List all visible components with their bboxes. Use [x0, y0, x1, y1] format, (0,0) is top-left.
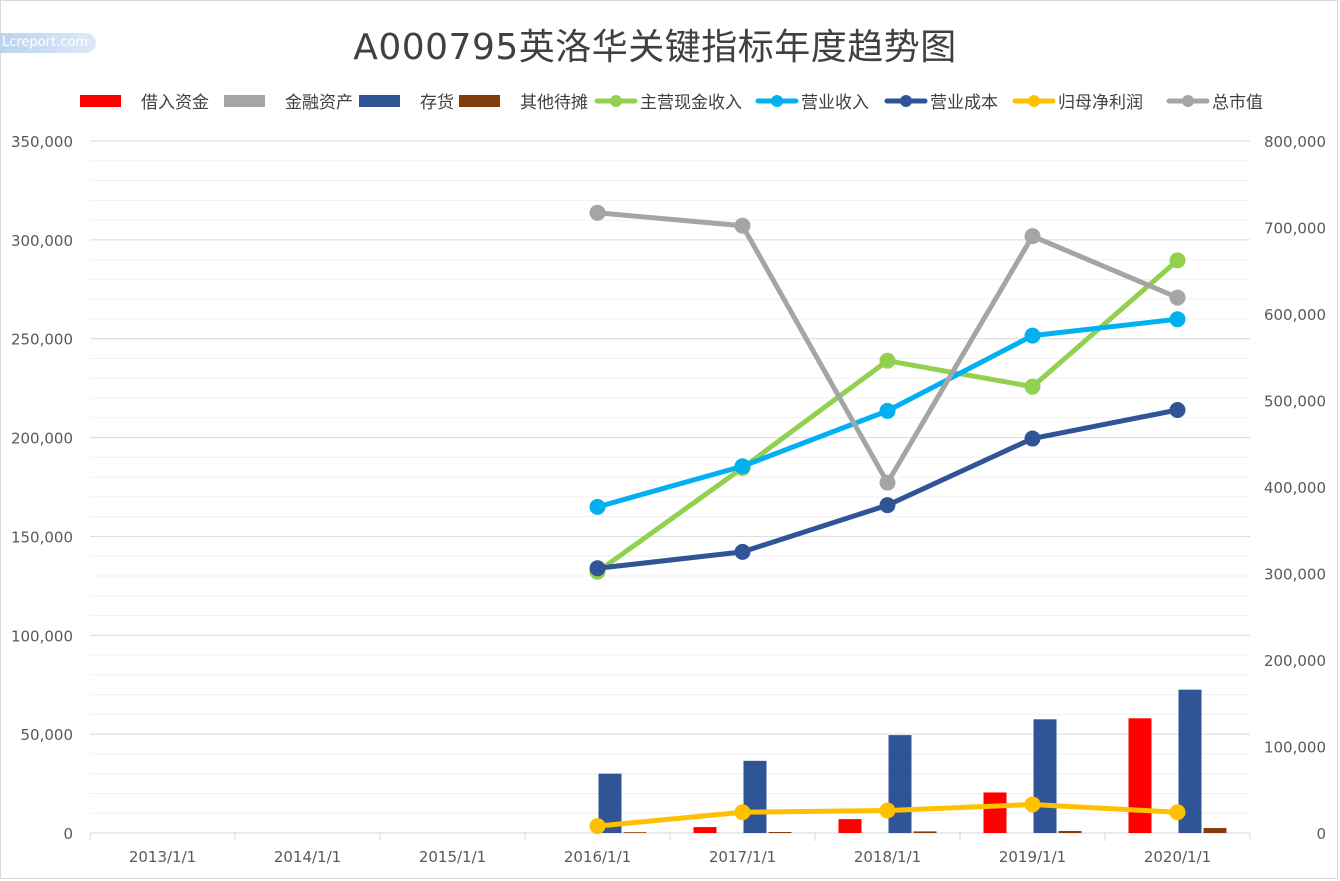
legend-marker: [610, 95, 622, 107]
x-tick-label: 2015/1/1: [419, 848, 486, 866]
legend-marker: [1182, 95, 1194, 107]
bar: [888, 735, 912, 833]
right-tick-label: 400,000: [1264, 479, 1326, 497]
legend-marker: [1028, 95, 1040, 107]
series-point: [589, 498, 606, 515]
bar: [1058, 831, 1082, 833]
series-point: [1169, 311, 1186, 328]
legend-marker: [771, 95, 783, 107]
bar: [598, 773, 622, 833]
left-tick-label: 150,000: [11, 528, 73, 546]
series-point: [879, 474, 896, 491]
left-tick-label: 100,000: [11, 627, 73, 645]
series-point: [734, 804, 751, 821]
line-layer: [589, 204, 1186, 835]
bar: [623, 832, 647, 833]
grid-layer: [90, 140, 1250, 834]
right-tick-label: 200,000: [1264, 652, 1326, 670]
right-tick-label: 300,000: [1264, 566, 1326, 584]
series-point: [1024, 796, 1041, 813]
x-tick-label: 2013/1/1: [129, 848, 196, 866]
legend-label: 归母净利润: [1058, 93, 1143, 113]
legend-label: 营业成本: [930, 93, 998, 113]
bar: [1178, 689, 1202, 833]
series-point: [879, 802, 896, 819]
legend-swatch: [459, 95, 500, 107]
x-tick-label: 2014/1/1: [274, 848, 341, 866]
legend-label: 营业收入: [801, 93, 869, 113]
x-tick-label: 2020/1/1: [1144, 848, 1211, 866]
watermark: Lcreport.com: [0, 33, 96, 53]
legend-marker: [900, 95, 912, 107]
series-point: [1024, 430, 1041, 447]
left-tick-label: 300,000: [11, 232, 73, 250]
series-point: [734, 217, 751, 234]
legend-label: 金融资产: [285, 93, 353, 113]
chart-title: A000795英洛华关键指标年度趋势图: [353, 27, 957, 68]
bar: [768, 832, 792, 833]
left-tick-label: 50,000: [21, 726, 74, 744]
right-tick-label: 600,000: [1264, 306, 1326, 324]
legend-label: 存货: [420, 93, 454, 113]
series-point: [879, 402, 896, 419]
series-point: [1024, 378, 1041, 395]
right-tick-label: 700,000: [1264, 220, 1326, 238]
series-point: [879, 497, 896, 514]
bar: [913, 831, 937, 833]
x-tick-label: 2018/1/1: [854, 848, 921, 866]
left-tick-label: 250,000: [11, 331, 73, 349]
series-point: [734, 458, 751, 475]
left-tick-label: 350,000: [11, 133, 73, 151]
series-line: [595, 210, 1180, 486]
series-point: [1024, 327, 1041, 344]
bar: [983, 792, 1007, 833]
series-point: [1169, 804, 1186, 821]
axis-layer: 0 50,000 100,000 150,000 200,000 250,000 300,0…: [11, 133, 1326, 866]
bar: [1033, 719, 1057, 833]
series-point: [589, 204, 606, 221]
series-point: [589, 818, 606, 835]
right-tick-label: 500,000: [1264, 393, 1326, 411]
series-point: [734, 543, 751, 560]
series-point: [1024, 228, 1041, 245]
x-tick-label: 2019/1/1: [999, 848, 1066, 866]
legend-label: 借入资金: [141, 93, 209, 113]
legend-swatch: [80, 95, 121, 107]
series-point: [589, 560, 606, 577]
right-tick-label: 800,000: [1264, 133, 1326, 151]
legend-label: 总市值: [1212, 93, 1263, 113]
bar: [1203, 828, 1227, 833]
legend-swatch: [359, 95, 400, 107]
bar: [838, 819, 862, 833]
legend-label: 其他待摊: [520, 93, 588, 113]
series-point: [879, 352, 896, 369]
legend-layer: 借入资金 金融资产 存货 其他待摊 主营现金收入 营业收入 营业成本 归母净利润 总市值: [80, 93, 1263, 113]
right-tick-label: 0: [1316, 825, 1326, 843]
left-tick-label: 200,000: [11, 430, 73, 448]
bar: [693, 827, 717, 833]
legend-swatch: [224, 95, 265, 107]
x-tick-label: 2016/1/1: [564, 848, 631, 866]
series-point: [1169, 252, 1186, 269]
series-point: [1169, 402, 1186, 419]
legend-label: 主营现金收入: [640, 93, 742, 113]
x-tick-label: 2017/1/1: [709, 848, 776, 866]
right-tick-label: 100,000: [1264, 739, 1326, 757]
left-tick-label: 0: [63, 825, 73, 843]
bar: [1128, 718, 1152, 833]
bar: [743, 760, 767, 833]
series-point: [1169, 289, 1186, 306]
